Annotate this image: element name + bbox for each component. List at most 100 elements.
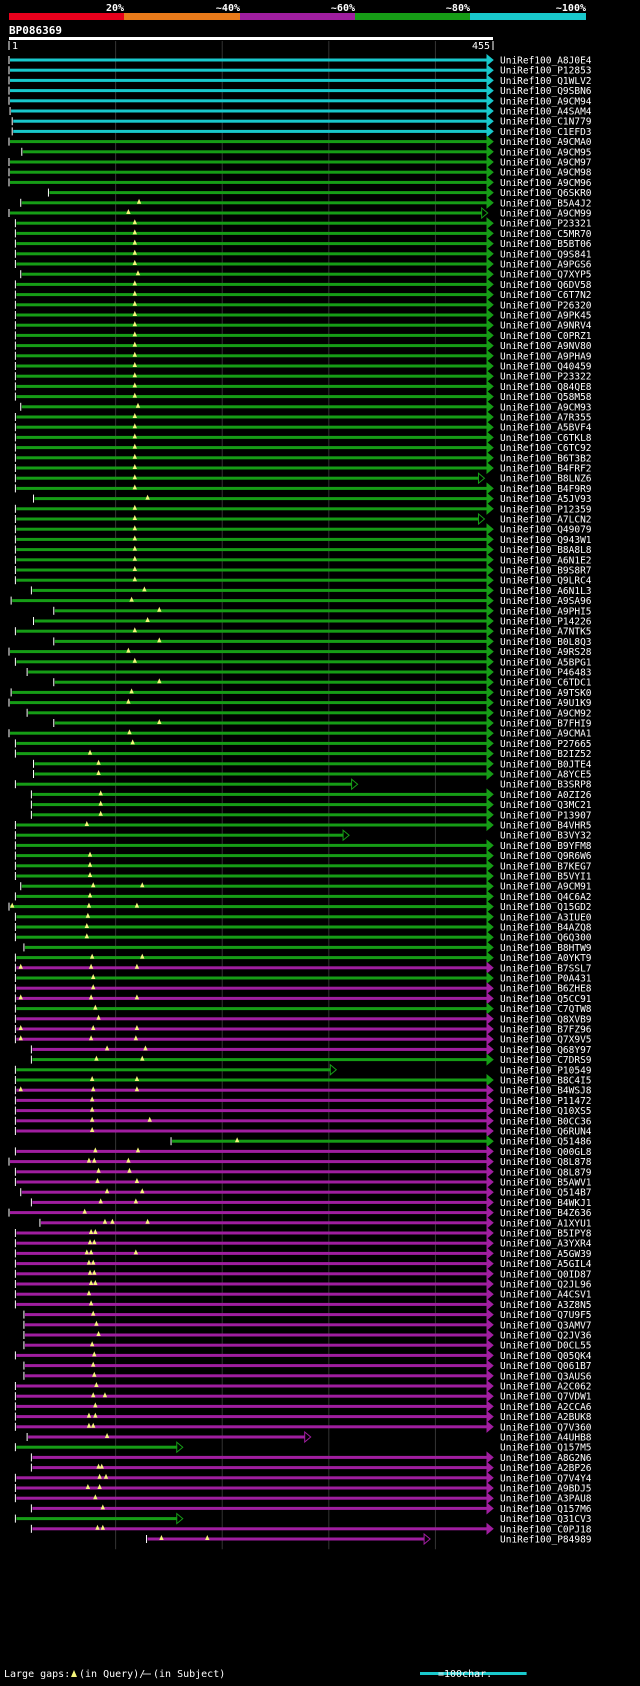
hit-label[interactable]: UniRef100_P26320 [500, 300, 592, 311]
hit-row[interactable]: UniRef100_A3YXR4 [14, 1237, 592, 1250]
hit-row[interactable]: UniRef100_A9CM98 [8, 166, 592, 179]
hit-label[interactable]: UniRef100_A3PAU8 [500, 1494, 592, 1505]
hit-label[interactable]: UniRef100_P23322 [500, 372, 592, 383]
hit-row[interactable]: UniRef100_Q9SBN6 [8, 84, 592, 98]
hit-label[interactable]: UniRef100_Q3MC21 [500, 800, 592, 811]
hit-label[interactable]: UniRef100_P14226 [500, 617, 592, 628]
hit-label[interactable]: UniRef100_Q9LRC4 [500, 576, 592, 587]
hit-row[interactable]: UniRef100_A9CM96 [8, 176, 592, 189]
hit-row[interactable]: UniRef100_A2CCA6 [14, 1400, 592, 1413]
hit-label[interactable]: UniRef100_Q7V360 [500, 1422, 592, 1433]
hit-row[interactable]: UniRef100_Q157M5 [14, 1441, 592, 1454]
hit-row[interactable]: UniRef100_B4FRF2 [14, 461, 592, 475]
hit-label[interactable]: UniRef100_Q9S841 [500, 249, 592, 260]
hit-row[interactable]: UniRef100_A9CM94 [8, 94, 592, 108]
hit-row[interactable]: UniRef100_A9PHA9 [14, 349, 592, 363]
hit-label[interactable]: UniRef100_A9RS28 [500, 647, 592, 658]
hit-row[interactable]: UniRef100_A9PK45 [14, 308, 592, 322]
hit-row[interactable]: UniRef100_P12853 [8, 64, 592, 77]
hit-label[interactable]: UniRef100_B4WKJ1 [500, 1198, 592, 1209]
hit-label[interactable]: UniRef100_C5MR70 [500, 229, 592, 240]
hit-row[interactable]: UniRef100_Q10XS5 [14, 1104, 592, 1118]
hit-row[interactable]: UniRef100_B7FHI9 [53, 716, 592, 730]
hit-label[interactable]: UniRef100_A9CM95 [500, 147, 592, 158]
hit-row[interactable]: UniRef100_Q2JV36 [23, 1328, 592, 1342]
hit-row[interactable]: UniRef100_B7FZ96 [14, 1022, 592, 1036]
hit-row[interactable]: UniRef100_A4CSV1 [14, 1288, 592, 1301]
hit-label[interactable]: UniRef100_B5IPY8 [500, 1229, 592, 1240]
hit-label[interactable]: UniRef100_A8YCE5 [500, 770, 592, 781]
hit-row[interactable]: UniRef100_A6N1L3 [30, 584, 592, 597]
hit-row[interactable]: UniRef100_Q9S841 [14, 247, 592, 260]
hit-label[interactable]: UniRef100_A9CM93 [500, 402, 592, 413]
hit-row[interactable]: UniRef100_A9CM93 [20, 400, 592, 414]
hit-row[interactable]: UniRef100_P12359 [14, 502, 592, 516]
hit-row[interactable]: UniRef100_C1N779 [11, 115, 592, 128]
hit-label[interactable]: UniRef100_C6T7N2 [500, 290, 592, 301]
hit-label[interactable]: UniRef100_Q31CV3 [500, 1514, 592, 1525]
hit-row[interactable]: UniRef100_C6TDC1 [53, 676, 592, 689]
hit-row[interactable]: UniRef100_B2IZ52 [14, 747, 592, 761]
hit-row[interactable]: UniRef100_P0A431 [14, 971, 592, 985]
hit-label[interactable]: UniRef100_Q05QK4 [500, 1351, 592, 1362]
hit-label[interactable]: UniRef100_A1XYU1 [500, 1218, 592, 1229]
hit-row[interactable]: UniRef100_A7NTK5 [14, 625, 592, 638]
hit-label[interactable]: UniRef100_B0L8Q3 [500, 637, 592, 648]
hit-label[interactable]: UniRef100_B4FRF2 [500, 464, 592, 475]
hit-label[interactable]: UniRef100_P46483 [500, 668, 592, 679]
hit-row[interactable]: UniRef100_Q05QK4 [14, 1349, 592, 1362]
hit-row[interactable]: UniRef100_Q31CV3 [14, 1512, 592, 1526]
hit-label[interactable]: UniRef100_C0PJ18 [500, 1524, 592, 1535]
hit-row[interactable]: UniRef100_C7QTW8 [14, 1002, 592, 1016]
hit-label[interactable]: UniRef100_Q2JV36 [500, 1331, 592, 1342]
hit-row[interactable]: UniRef100_Q3MC21 [30, 798, 592, 812]
hit-row[interactable]: UniRef100_A5JV93 [33, 492, 592, 506]
hit-label[interactable]: UniRef100_Q10XS5 [500, 1106, 592, 1117]
hit-row[interactable]: UniRef100_B8C4I5 [14, 1073, 592, 1087]
hit-label[interactable]: UniRef100_B7KEG7 [500, 861, 592, 872]
hit-row[interactable]: UniRef100_Q7VDW1 [14, 1390, 592, 1403]
hit-label[interactable]: UniRef100_Q514B7 [500, 1188, 592, 1199]
hit-label[interactable]: UniRef100_A3Z8N5 [500, 1300, 592, 1311]
hit-label[interactable]: UniRef100_Q7X9V5 [500, 1035, 592, 1046]
hit-row[interactable]: UniRef100_A5GIL4 [14, 1257, 592, 1271]
hit-label[interactable]: UniRef100_P84989 [500, 1535, 592, 1546]
hit-row[interactable]: UniRef100_A2C062 [14, 1379, 592, 1393]
hit-label[interactable]: UniRef100_A9PGS6 [500, 260, 592, 271]
hit-row[interactable]: UniRef100_D0CL55 [23, 1339, 592, 1352]
hit-row[interactable]: UniRef100_A9NRV4 [14, 319, 592, 332]
hit-row[interactable]: UniRef100_Q7V4Y4 [14, 1471, 592, 1485]
hit-row[interactable]: UniRef100_B8HTW9 [23, 941, 592, 954]
hit-label[interactable]: UniRef100_A8J0E4 [500, 56, 592, 67]
hit-row[interactable]: UniRef100_P13907 [30, 808, 592, 822]
hit-label[interactable]: UniRef100_A9CM91 [500, 882, 592, 893]
hit-row[interactable]: UniRef100_B9YFM8 [14, 839, 592, 852]
hit-row[interactable]: UniRef100_P27665 [14, 737, 592, 750]
hit-row[interactable]: UniRef100_Q8XVB9 [14, 1012, 592, 1026]
hit-label[interactable]: UniRef100_A9CM99 [500, 209, 592, 220]
hit-label[interactable]: UniRef100_Q157M6 [500, 1504, 592, 1515]
hit-row[interactable]: UniRef100_C6TKL8 [14, 431, 592, 444]
hit-row[interactable]: UniRef100_Q40459 [14, 359, 592, 373]
hit-label[interactable]: UniRef100_Q157M5 [500, 1443, 592, 1454]
hit-row[interactable]: UniRef100_A0ZI26 [30, 788, 592, 801]
hit-row[interactable]: UniRef100_Q68Y97 [30, 1043, 592, 1056]
hit-row[interactable]: UniRef100_Q0ID87 [14, 1267, 592, 1281]
hit-label[interactable]: UniRef100_Q40459 [500, 362, 592, 373]
hit-label[interactable]: UniRef100_B5AWV1 [500, 1178, 592, 1189]
hit-row[interactable]: UniRef100_B0L8Q3 [53, 635, 592, 648]
hit-row[interactable]: UniRef100_Q943W1 [14, 533, 592, 546]
hit-label[interactable]: UniRef100_Q6Q300 [500, 933, 592, 944]
hit-row[interactable]: UniRef100_A9RS28 [8, 645, 592, 659]
hit-row[interactable]: UniRef100_P23322 [14, 370, 592, 383]
hit-label[interactable]: UniRef100_Q8L879 [500, 1167, 592, 1178]
hit-row[interactable]: UniRef100_P11472 [14, 1094, 592, 1107]
hit-row[interactable]: UniRef100_A9NV80 [14, 339, 592, 353]
hit-row[interactable]: UniRef100_Q15GD2 [8, 900, 592, 914]
hit-label[interactable]: UniRef100_A9PK45 [500, 311, 592, 322]
hit-label[interactable]: UniRef100_A9PHI5 [500, 606, 592, 617]
hit-label[interactable]: UniRef100_A9BDJ5 [500, 1484, 592, 1495]
hit-row[interactable]: UniRef100_Q7V360 [14, 1420, 592, 1434]
hit-label[interactable]: UniRef100_Q7V4Y4 [500, 1473, 592, 1484]
hit-row[interactable]: UniRef100_Q51486 [170, 1135, 592, 1148]
